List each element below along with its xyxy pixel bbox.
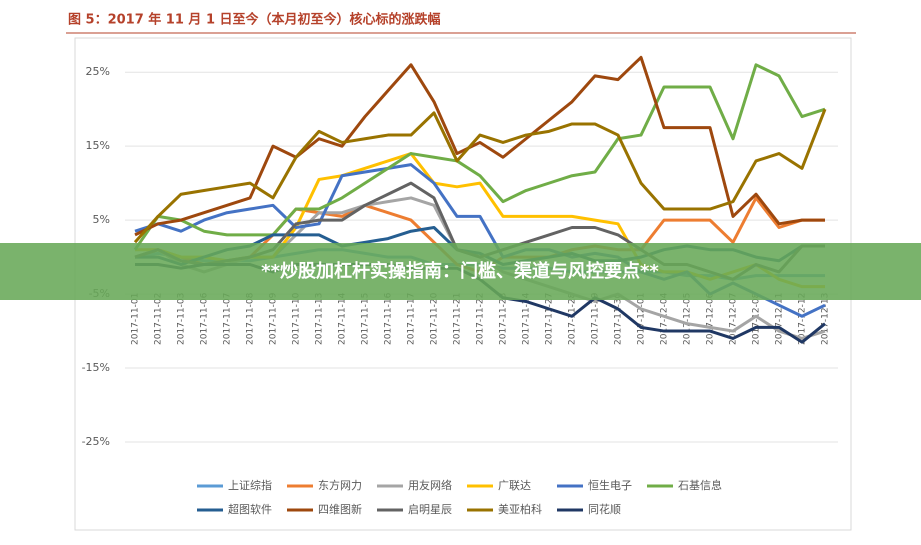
x-tick-label: 2017-12-11 (775, 293, 785, 345)
y-tick-label: 5% (93, 213, 110, 226)
x-tick-label: 2017-11-27 (545, 293, 555, 345)
x-tick-label: 2017-11-20 (430, 292, 440, 345)
x-tick-label: 2017-11-15 (361, 293, 371, 345)
legend-label: 上证综指 (228, 478, 272, 492)
x-tick-label: 2017-11-30 (614, 292, 624, 345)
x-tick-label: 2017-11-02 (154, 293, 164, 345)
y-tick-label: -25% (82, 435, 110, 448)
legend-label: 美亚柏科 (498, 502, 542, 516)
x-tick-label: 2017-12-08 (752, 292, 762, 345)
x-tick-label: 2017-11-16 (384, 292, 394, 345)
x-tick-label: 2017-11-24 (522, 292, 532, 345)
legend-label: 石基信息 (678, 478, 722, 492)
x-tick-label: 2017-11-14 (338, 292, 348, 345)
x-tick-label: 2017-11-06 (200, 292, 210, 345)
x-tick-label: 2017-11-23 (499, 293, 509, 345)
x-tick-label: 2017-12-13 (821, 293, 831, 345)
x-tick-label: 2017-12-06 (706, 292, 716, 345)
legend-label: 超图软件 (228, 502, 272, 516)
x-tick-label: 2017-11-03 (177, 293, 187, 345)
x-tick-label: 2017-11-22 (476, 293, 486, 345)
legend-label: 用友网络 (408, 478, 452, 492)
x-tick-label: 2017-12-05 (683, 293, 693, 345)
x-tick-label: 2017-12-12 (798, 293, 808, 345)
y-tick-label: 25% (86, 65, 110, 78)
x-tick-label: 2017-12-07 (729, 293, 739, 345)
y-tick-label: 15% (86, 139, 110, 152)
legend-label: 恒生电子 (588, 478, 632, 492)
legend-label: 广联达 (498, 479, 531, 492)
x-tick-label: 2017-11-17 (407, 293, 417, 345)
x-tick-label: 2017-11-09 (269, 292, 279, 345)
chart-title: 图 5：2017 年 11 月 1 日至今（本月初至今）核心标的涨跌幅 (68, 12, 441, 28)
x-tick-label: 2017-11-07 (223, 293, 233, 345)
x-tick-label: 2017-11-01 (131, 293, 141, 345)
legend-label: 四维图新 (318, 502, 362, 516)
legend-label: 同花顺 (588, 503, 621, 516)
banner-text: **炒股加杠杆实操指南：门槛、渠道与风控要点** (261, 260, 659, 282)
x-tick-label: 2017-11-13 (315, 293, 325, 345)
series-line (133, 63, 826, 251)
series-line (133, 108, 827, 244)
legend-label: 启明星辰 (408, 503, 452, 516)
x-tick-label: 2017-12-01 (637, 293, 647, 345)
x-tick-label: 2017-11-28 (568, 292, 578, 345)
x-tick-label: 2017-11-21 (453, 293, 463, 345)
banner (0, 243, 921, 300)
x-tick-label: 2017-11-08 (246, 292, 256, 345)
y-tick-label: -15% (82, 361, 110, 374)
series-line (134, 55, 825, 237)
legend-label: 东方网力 (318, 478, 362, 492)
x-tick-label: 2017-12-04 (660, 292, 670, 345)
x-tick-label: 2017-11-29 (591, 292, 601, 345)
x-tick-label: 2017-11-10 (292, 292, 302, 345)
